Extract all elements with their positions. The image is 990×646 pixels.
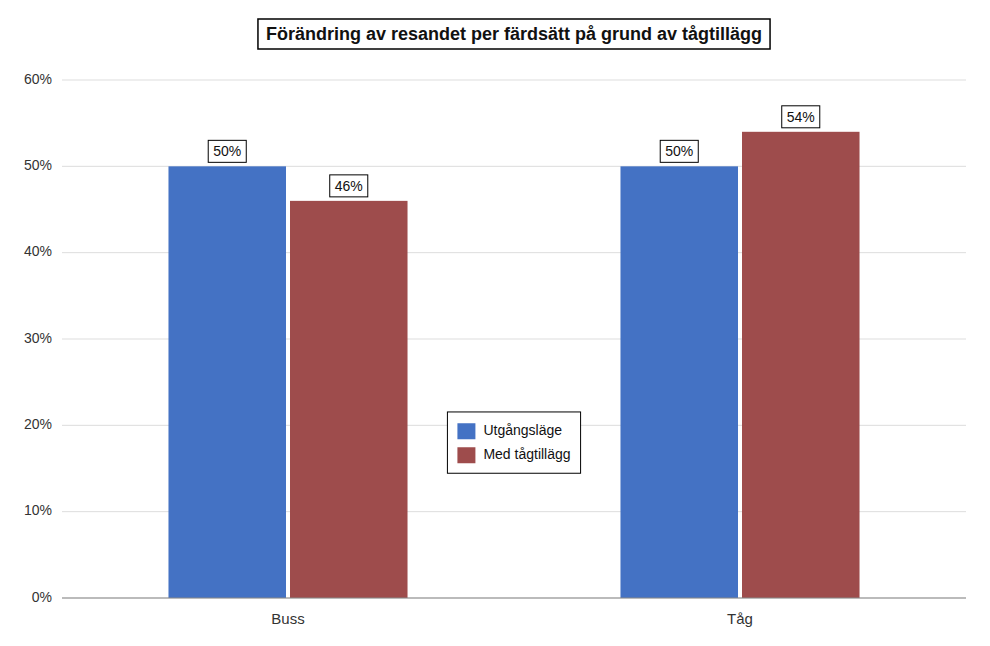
data-label-group: 46% [330,175,368,197]
x-tick-label: Tåg [727,610,753,627]
bar [168,166,286,598]
grid-line [62,598,966,599]
bar [742,132,860,598]
x-tick-label: Buss [271,610,304,627]
y-tick-label: 40% [24,243,52,259]
y-tick-label: 60% [24,71,52,87]
y-tick-label: 20% [24,416,52,432]
y-tick-label: 50% [24,157,52,173]
title-box [258,19,770,49]
data-label-box [208,140,246,162]
chart: 0% 10% 20% 30% 40% 50% 60% Buss Tåg 50% 50% 46% 54% F… [0,0,990,646]
bar [620,166,738,598]
chart-container: 0% 10% 20% 30% 40% 50% 60% Buss Tåg 50% 50% 46% 54% F… [0,0,990,646]
data-label-box [330,175,368,197]
y-tick-label: 30% [24,330,52,346]
legend: Utgångsläge Med tågtillägg [447,412,580,473]
x-axis-line [62,598,966,599]
data-label-group: 50% [208,140,246,162]
title-group: Förändring av resandet per färdsätt på g… [258,19,770,49]
legend-label: Med tågtillägg [483,446,570,462]
data-label: 54% [787,109,815,125]
legend-label: Utgångsläge [483,422,562,438]
title: Förändring av resandet per färdsätt på g… [266,24,762,44]
bars [168,132,859,598]
data-label-group: 50% [660,140,698,162]
legend-swatch [457,423,475,439]
legend-items: Utgångsläge Med tågtillägg [457,422,570,463]
grid [62,80,966,598]
data-label: 50% [213,143,241,159]
data-label: 50% [665,143,693,159]
bar [290,201,408,598]
grid-line [62,80,966,81]
data-label: 46% [335,178,363,194]
data-label-box [660,140,698,162]
y-tick-label: 10% [24,502,52,518]
data-label-group: 54% [782,106,820,128]
y-tick-label: 0% [32,589,52,605]
legend-box [447,412,580,473]
data-label-box [782,106,820,128]
legend-swatch [457,447,475,463]
